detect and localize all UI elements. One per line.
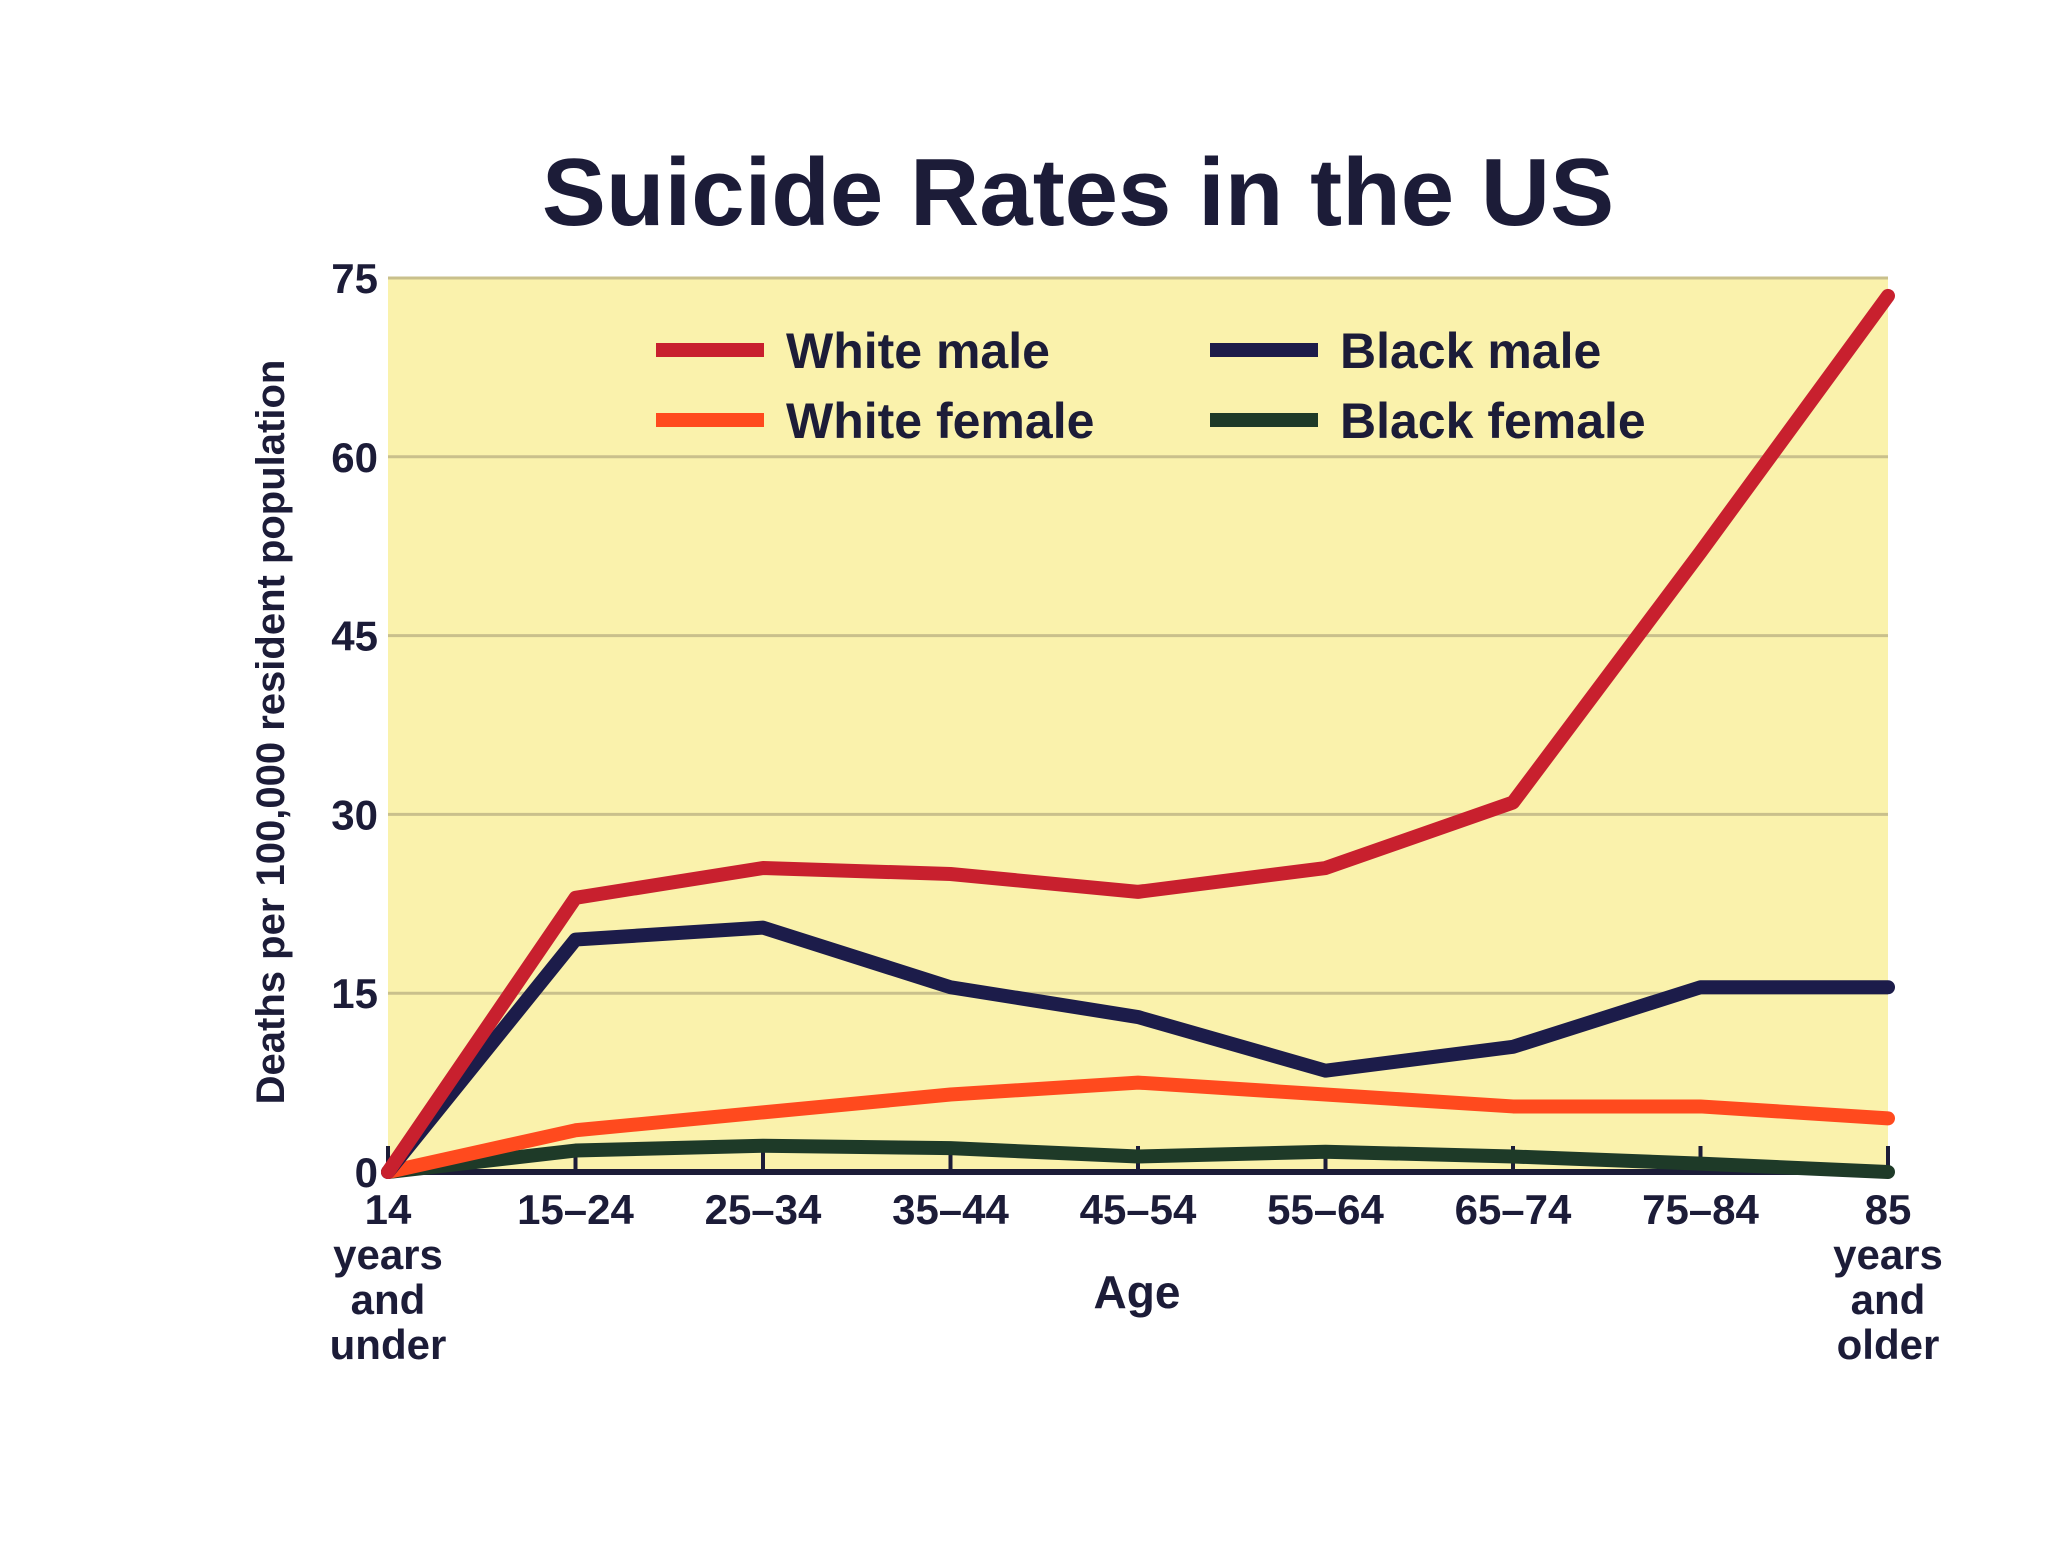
series-line-white-male	[381, 288, 1895, 1179]
y-tick-label-60: 60	[331, 434, 378, 481]
y-tick-label-15: 15	[331, 970, 378, 1017]
y-tick-label-45: 45	[331, 613, 378, 660]
y-tick-label-0: 0	[355, 1149, 378, 1196]
x-tick-label-5: 55–64	[1267, 1186, 1384, 1233]
y-tick-label-30: 30	[331, 791, 378, 838]
x-tick-label-8: 85 years and older	[1833, 1186, 1943, 1368]
series-line-black-male	[381, 920, 1895, 1179]
series-lines	[381, 288, 1895, 1179]
x-tick-label-6: 65–74	[1455, 1186, 1572, 1233]
x-tick-label-0: 14 years and under	[330, 1186, 447, 1368]
legend-label-white-female: White female	[786, 393, 1094, 449]
x-tick-label-2: 25–34	[705, 1186, 822, 1233]
grid-lines	[388, 276, 1888, 995]
y-tick-label-75: 75	[331, 255, 378, 302]
axes: 0 15 30 45 60 75 14 years and under 15–24 25–34 35–4…	[330, 255, 1943, 1368]
y-axis-label: Deaths per 100,000 resident population	[249, 360, 293, 1105]
x-axis-label: Age	[1094, 1266, 1181, 1318]
series-line-black-female	[381, 1138, 1895, 1179]
legend-label-white-male: White male	[786, 323, 1050, 379]
legend-label-black-female: Black female	[1340, 393, 1646, 449]
series-line-white-female	[381, 1075, 1895, 1179]
x-tick-label-3: 35–44	[892, 1186, 1009, 1233]
x-tick-label-4: 45–54	[1080, 1186, 1197, 1233]
x-tick-label-1: 15–24	[517, 1186, 634, 1233]
legend-label-black-male: Black male	[1340, 323, 1601, 379]
chart-title: Suicide Rates in the US	[542, 139, 1614, 246]
x-tick-label-7: 75–84	[1642, 1186, 1759, 1233]
plot-background	[388, 278, 1888, 1172]
legend: White male Black male White female Black fe…	[656, 323, 1646, 449]
